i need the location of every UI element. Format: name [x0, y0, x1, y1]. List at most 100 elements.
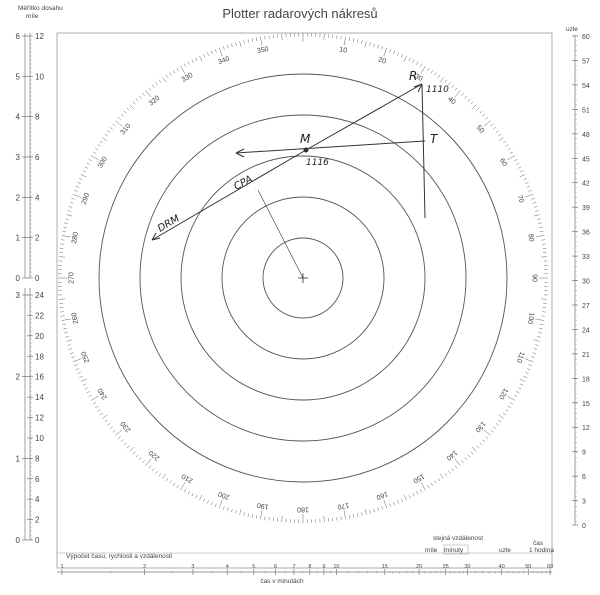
bearing-label: 200: [217, 490, 230, 501]
bearing-tick: [180, 65, 186, 74]
bearing-tick: [191, 493, 194, 497]
speed-scale-label: 45: [582, 156, 590, 163]
bearing-tick: [180, 482, 186, 491]
range-scale-label: 12: [35, 32, 44, 41]
bearing-tick: [195, 494, 198, 499]
sheet-title: Plotter radarových nákresů: [222, 6, 377, 21]
bearing-tick: [535, 210, 539, 212]
bearing-tick: [61, 235, 71, 238]
plot-construction: [151, 83, 426, 279]
bearing-tick: [88, 394, 92, 397]
bearing-tick: [162, 473, 167, 479]
bearing-tick: [60, 315, 65, 317]
bearing-label: 250: [81, 350, 92, 363]
bearing-tick: [485, 117, 489, 120]
bearing-tick: [172, 70, 176, 74]
bearing-tick: [448, 470, 451, 474]
speed-scale-label: 33: [582, 254, 590, 261]
bearing-tick: [227, 44, 229, 49]
bearing-tick: [470, 451, 474, 455]
bearing-tick: [533, 339, 540, 342]
miles-label: míle: [425, 547, 438, 554]
bearing-tick: [490, 123, 494, 127]
bearing-tick: [467, 454, 471, 458]
bearing-tick: [151, 84, 155, 88]
bearing-label: 70: [515, 194, 524, 204]
bearing-tick: [69, 352, 74, 354]
bearing-tick: [75, 185, 80, 188]
speed-scale-label: 54: [582, 83, 590, 90]
time-axis-tick-label: 50: [525, 564, 531, 570]
bearing-tick: [408, 494, 411, 499]
time-axis-tick-label: 10: [333, 564, 339, 570]
bearing-label: 120: [497, 387, 509, 401]
bearing-tick: [251, 38, 254, 42]
knots-label: uzle: [499, 547, 511, 554]
bearing-tick: [471, 446, 477, 452]
time-axis-label: čas v minutách: [260, 578, 304, 585]
bearing-label: 160: [375, 490, 388, 501]
speed-scale-label: 0: [582, 523, 586, 530]
speed-scale-label: 57: [582, 58, 590, 65]
bearing-tick: [538, 332, 542, 334]
bearing-tick: [427, 484, 430, 489]
bearing-tick: [132, 451, 136, 455]
bearing-tick: [454, 465, 458, 469]
range-scale-label: 12: [35, 414, 44, 423]
range-scale-label: 6: [16, 32, 21, 41]
range-scale-label: 5: [16, 72, 21, 81]
bearing-label: 60: [498, 157, 508, 167]
bearing-tick: [66, 214, 73, 217]
bearing-tick: [381, 506, 384, 510]
time-axis-tick-label: 1: [60, 564, 63, 570]
bearing-tick: [165, 478, 169, 482]
speed-scale-header: uzle: [566, 26, 578, 33]
bearing-tick: [142, 460, 145, 464]
bearing-tick: [184, 63, 187, 67]
bearing-tick: [340, 35, 342, 40]
bearing-tick: [132, 101, 136, 105]
bearing-tick: [430, 70, 434, 74]
bearing-tick: [541, 239, 546, 241]
bearing-tick: [195, 57, 198, 62]
bearing-tick: [214, 503, 217, 507]
bearing-tick: [400, 498, 403, 502]
bearing-tick: [264, 35, 266, 40]
bearing-label: 80: [526, 233, 534, 242]
bearing-tick: [176, 484, 179, 489]
bearing-tick: [102, 414, 108, 419]
bearing-tick: [537, 336, 541, 338]
arrowhead-drm: [151, 232, 161, 241]
bearing-tick: [357, 39, 359, 43]
bearing-tick: [68, 206, 73, 208]
bearing-tick: [352, 514, 355, 518]
bearing-tick: [437, 478, 441, 482]
range-rings: [98, 73, 508, 483]
bearing-tick: [519, 174, 526, 178]
time-axis-tick-label: 9: [322, 564, 325, 570]
bearing-tick: [176, 67, 179, 72]
arrowhead-r: [413, 83, 423, 93]
arrowhead-m: [235, 148, 245, 158]
bearing-tick: [90, 395, 99, 401]
bearing-tick: [454, 90, 461, 98]
range-scale-label: 16: [35, 373, 44, 382]
bearing-tick: [427, 67, 430, 72]
bearing-tick: [498, 133, 502, 137]
range-scale-label: 3: [16, 153, 21, 162]
range-scale-label: 6: [35, 475, 40, 484]
bearing-tick: [158, 79, 162, 83]
bearing-tick: [80, 378, 87, 382]
bearing-tick: [361, 512, 363, 516]
bearing-label: 100: [526, 312, 535, 325]
bearing-tick: [495, 423, 499, 426]
bearing-tick: [169, 480, 172, 484]
bearing-tick: [514, 394, 518, 397]
range-scale-label: 4: [35, 495, 40, 504]
bearing-tick: [84, 166, 88, 169]
bearing-tick: [86, 391, 90, 394]
bearing-tick: [505, 409, 509, 412]
range-ring-4: [139, 114, 467, 442]
one-hour-label: 1 hodina: [529, 547, 554, 554]
